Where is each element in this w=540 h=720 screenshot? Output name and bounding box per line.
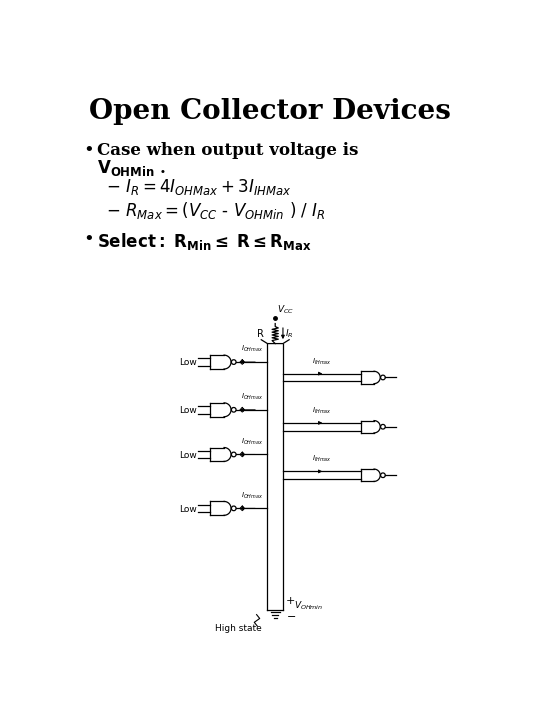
Text: $V_{OHmin}$: $V_{OHmin}$ — [294, 600, 323, 613]
Text: Case when output voltage is: Case when output voltage is — [97, 142, 359, 159]
Text: $I_{OHmax}$: $I_{OHmax}$ — [241, 490, 263, 500]
Text: $I_R$: $I_R$ — [285, 328, 294, 340]
Text: $\mathbf{Select:\ R_{Min} \leq\ R \leq R_{Max}}$: $\mathbf{Select:\ R_{Min} \leq\ R \leq R… — [97, 231, 312, 252]
Text: High state: High state — [214, 624, 261, 633]
Text: $I_{IHmax}$: $I_{IHmax}$ — [312, 406, 332, 416]
Text: $I_{OHmax}$: $I_{OHmax}$ — [241, 436, 263, 446]
Text: Low: Low — [179, 451, 197, 460]
Text: $I_{OHmax}$: $I_{OHmax}$ — [241, 344, 263, 354]
Text: R: R — [258, 328, 265, 338]
Text: •: • — [83, 142, 94, 160]
Text: Low: Low — [179, 359, 197, 367]
Text: $I_{IHmax}$: $I_{IHmax}$ — [312, 454, 332, 464]
Text: +: + — [286, 595, 295, 606]
Text: Low: Low — [179, 406, 197, 415]
Text: $I_{OHmax}$: $I_{OHmax}$ — [241, 392, 263, 402]
Text: $-\ R_{Max} = (V_{CC}\ \text{-}\ V_{OHMin}\ )\ /\ I_R$: $-\ R_{Max} = (V_{CC}\ \text{-}\ V_{OHMi… — [106, 200, 326, 221]
Text: •: • — [83, 231, 94, 249]
Text: $V_{CC}$: $V_{CC}$ — [277, 303, 294, 316]
Text: $-$: $-$ — [286, 610, 296, 620]
Text: Low: Low — [179, 505, 197, 513]
Text: $\mathbf{V_{OHMin}}$ .: $\mathbf{V_{OHMin}}$ . — [97, 158, 166, 178]
Text: $-\ I_R = 4I_{OHMax} + 3I_{IHMax}$: $-\ I_R = 4I_{OHMax} + 3I_{IHMax}$ — [106, 177, 292, 197]
Text: $I_{IHmax}$: $I_{IHmax}$ — [312, 356, 332, 366]
Text: Open Collector Devices: Open Collector Devices — [89, 98, 451, 125]
